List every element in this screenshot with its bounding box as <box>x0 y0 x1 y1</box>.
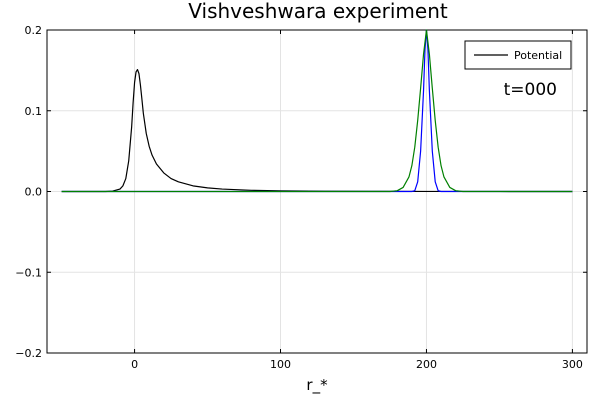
y-tick-label: −0.1 <box>15 266 42 279</box>
y-tick-label: 0.2 <box>25 24 43 37</box>
x-tick-label: 100 <box>270 358 291 371</box>
x-tick-label: 300 <box>562 358 583 371</box>
chart-title: Vishveshwara experiment <box>188 0 448 23</box>
legend: Potential <box>464 40 572 70</box>
y-tick-label: 0.1 <box>25 105 43 118</box>
ticks: 0 100 200 300 −0.2 −0.1 0.0 0.1 0.2 <box>15 24 587 371</box>
series-line-potential <box>61 68 573 193</box>
legend-entry-potential: Potential <box>514 49 562 62</box>
y-tick-label: 0.0 <box>25 186 43 199</box>
series-group <box>61 29 573 193</box>
x-axis-label: r_* <box>306 376 328 395</box>
y-tick-label: −0.2 <box>15 347 42 360</box>
x-tick-label: 200 <box>416 358 437 371</box>
series-line-2 <box>61 29 573 193</box>
time-annotation: t=000 <box>504 80 557 100</box>
x-tick-label: 0 <box>131 358 138 371</box>
